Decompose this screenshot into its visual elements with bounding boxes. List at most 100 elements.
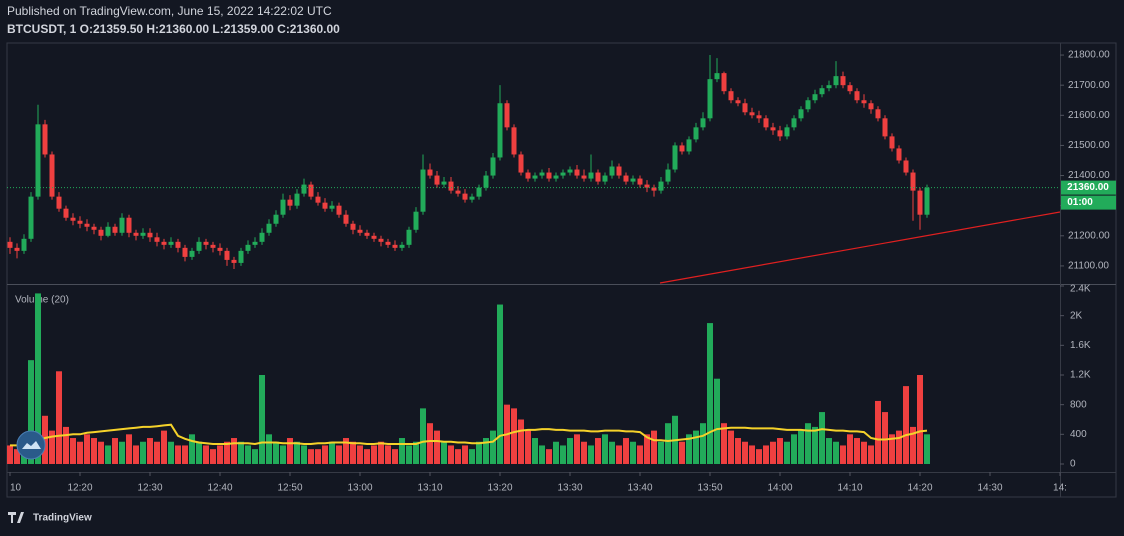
volume-bar <box>133 445 139 464</box>
volume-bar <box>49 430 55 464</box>
candle-body <box>448 181 454 191</box>
volume-bar <box>574 434 580 464</box>
volume-bar <box>791 434 797 464</box>
candle-body <box>553 175 559 179</box>
candle-body <box>357 229 363 233</box>
volume-bar <box>903 386 909 464</box>
candle-body <box>749 112 755 116</box>
volume-bar <box>525 430 531 464</box>
volume-bar <box>721 423 727 464</box>
candle-body <box>714 73 720 80</box>
volume-bar <box>518 419 524 464</box>
candle-body <box>462 193 468 200</box>
candle-body <box>693 127 699 140</box>
volume-bar <box>455 449 461 464</box>
candle-body <box>868 103 874 110</box>
candle-body <box>651 187 657 191</box>
candle-body <box>574 169 580 176</box>
candle-body <box>434 175 440 185</box>
candle-body <box>497 103 503 158</box>
candle-body <box>875 109 881 119</box>
volume-bar <box>140 441 146 464</box>
candle-body <box>728 91 734 101</box>
candle-body <box>420 169 426 212</box>
candle-body <box>105 226 111 236</box>
volume-bar <box>861 441 867 464</box>
symbol-line: BTCUSDT, 1 O:21359.50 H:21360.00 L:21359… <box>7 22 340 36</box>
volume-bar <box>84 434 90 464</box>
volume-y-tick-label: 1.6K <box>1070 340 1091 351</box>
candle-body <box>259 232 265 242</box>
candle-body <box>637 178 643 185</box>
candle-body <box>371 235 377 239</box>
volume-bar <box>539 445 545 464</box>
candle-body <box>161 241 167 245</box>
volume-y-tick-label: 800 <box>1070 399 1087 410</box>
y-tick-label: 21100.00 <box>1068 261 1109 272</box>
candle-body <box>833 76 839 86</box>
published-line: Published on TradingView.com, June 15, 2… <box>7 4 332 18</box>
candle-body <box>231 259 237 263</box>
volume-bar <box>245 445 251 464</box>
plot: 21100.0021200.0021300.0021400.0021500.00… <box>7 50 1116 494</box>
y-tick-label: 21200.00 <box>1068 230 1110 241</box>
candle-body <box>511 127 517 155</box>
candle-body <box>49 154 55 197</box>
candle-body <box>476 187 482 197</box>
volume-bar <box>210 449 216 464</box>
candle-body <box>56 196 62 209</box>
candle-body <box>287 199 293 206</box>
candle-body <box>273 214 279 224</box>
y-tick-label: 21700.00 <box>1068 80 1110 91</box>
candle-body <box>182 247 188 257</box>
candle-body <box>889 136 895 149</box>
x-tick-label: 12:20 <box>67 483 92 494</box>
logo-icon <box>8 512 24 523</box>
candle-body <box>196 241 202 251</box>
x-tick-label: 13:30 <box>557 483 582 494</box>
volume-bar <box>896 430 902 464</box>
volume-bar <box>609 441 615 464</box>
x-tick-label: 14:10 <box>837 483 862 494</box>
candle-body <box>147 232 153 238</box>
volume-bar <box>763 445 769 464</box>
volume-bar <box>35 293 41 464</box>
volume-bar <box>378 441 384 464</box>
x-tick-label: 14:20 <box>907 483 932 494</box>
volume-y-tick-label: 2K <box>1070 310 1083 321</box>
candle-body <box>623 175 629 182</box>
candle-body <box>364 232 370 236</box>
volume-bar <box>126 434 132 464</box>
candle-body <box>924 187 930 215</box>
volume-bar <box>686 434 692 464</box>
candle-body <box>525 172 531 179</box>
volume-bar <box>917 374 923 464</box>
volume-bar <box>28 360 34 464</box>
candle-body <box>455 190 461 194</box>
x-tick-label: 13:10 <box>417 483 442 494</box>
candle-body <box>567 169 573 173</box>
candle-body <box>252 241 258 245</box>
candle-body <box>532 175 538 179</box>
volume-bar <box>637 445 643 464</box>
trend-line <box>659 211 1061 284</box>
candle-body <box>98 229 104 236</box>
candle-body <box>588 172 594 179</box>
candle-body <box>504 103 510 128</box>
volume-bar <box>868 445 874 464</box>
volume-bar <box>217 445 223 464</box>
volume-bar <box>357 445 363 464</box>
x-tick-label: 12:30 <box>137 483 162 494</box>
volume-bar <box>784 441 790 464</box>
candle-body <box>679 145 685 152</box>
volume-bar <box>343 438 349 464</box>
candle-body <box>42 124 48 155</box>
candle-body <box>903 160 909 173</box>
volume-bar <box>329 441 335 464</box>
volume-ma-line <box>10 423 928 447</box>
avatar-glyph <box>22 441 41 449</box>
candle-body <box>518 154 524 173</box>
volume-bar <box>875 400 881 464</box>
candle-body <box>133 232 139 236</box>
